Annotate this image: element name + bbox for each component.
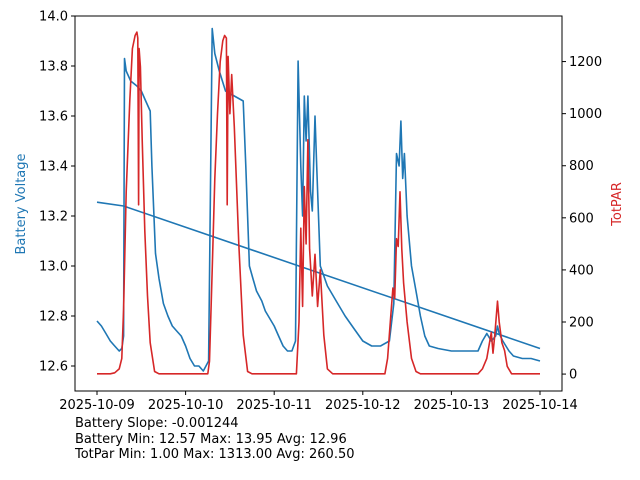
- battery-stats-text: Battery Min: 12.57 Max: 13.95 Avg: 12.96: [75, 431, 347, 447]
- y-right-tick-label: 400: [569, 263, 594, 278]
- x-tick-label: 2025-10-10: [148, 398, 224, 413]
- series-layer: [96, 27, 541, 375]
- x-tick-label: 2025-10-09: [59, 398, 135, 413]
- battery-voltage-line: [96, 27, 541, 372]
- y-left-tick-label: 13.2: [39, 210, 68, 225]
- y-right-tick-label: 800: [569, 159, 594, 174]
- x-axis: 2025-10-09 2025-10-10 2025-10-11 2025-10-12…: [59, 391, 578, 413]
- y-right-tick-label: 1200: [569, 55, 602, 70]
- y-axis-left: 12.6 12.8 13.0 13.2 13.4 13.6 13.8 14.0: [39, 10, 75, 375]
- y-left-tick-label: 13.0: [39, 260, 68, 275]
- y-axis-left-label: Battery Voltage: [14, 153, 29, 254]
- y-axis-right: 0 200 400 600 800 1000 1200: [562, 55, 602, 383]
- stats-annotation: Battery Slope: -0.001244 Battery Min: 12…: [75, 416, 355, 463]
- x-tick-label: 2025-10-11: [236, 398, 312, 413]
- totpar-line: [97, 31, 540, 375]
- battery-trend-line: [96, 201, 541, 350]
- y-left-tick-label: 12.8: [39, 310, 68, 325]
- y-right-tick-label: 600: [569, 211, 594, 226]
- totpar-stats-text: TotPar Min: 1.00 Max: 1313.00 Avg: 260.5…: [75, 447, 355, 462]
- plot-frame: [74, 15, 563, 392]
- y-left-tick-label: 13.8: [39, 60, 68, 75]
- x-tick-label: 2025-10-14: [502, 398, 578, 413]
- battery-slope-text: Battery Slope: -0.001244: [75, 416, 239, 431]
- y-left-tick-label: 13.6: [39, 110, 68, 125]
- y-left-tick-label: 12.6: [39, 360, 68, 375]
- y-left-tick-label: 13.4: [39, 160, 68, 175]
- y-right-tick-label: 0: [569, 368, 577, 383]
- y-right-tick-label: 200: [569, 315, 594, 330]
- y-left-tick-label: 14.0: [39, 10, 68, 25]
- y-right-tick-label: 1000: [569, 107, 602, 122]
- x-tick-label: 2025-10-13: [414, 398, 490, 413]
- y-axis-right-label: TotPAR: [610, 182, 625, 227]
- x-tick-label: 2025-10-12: [325, 398, 401, 413]
